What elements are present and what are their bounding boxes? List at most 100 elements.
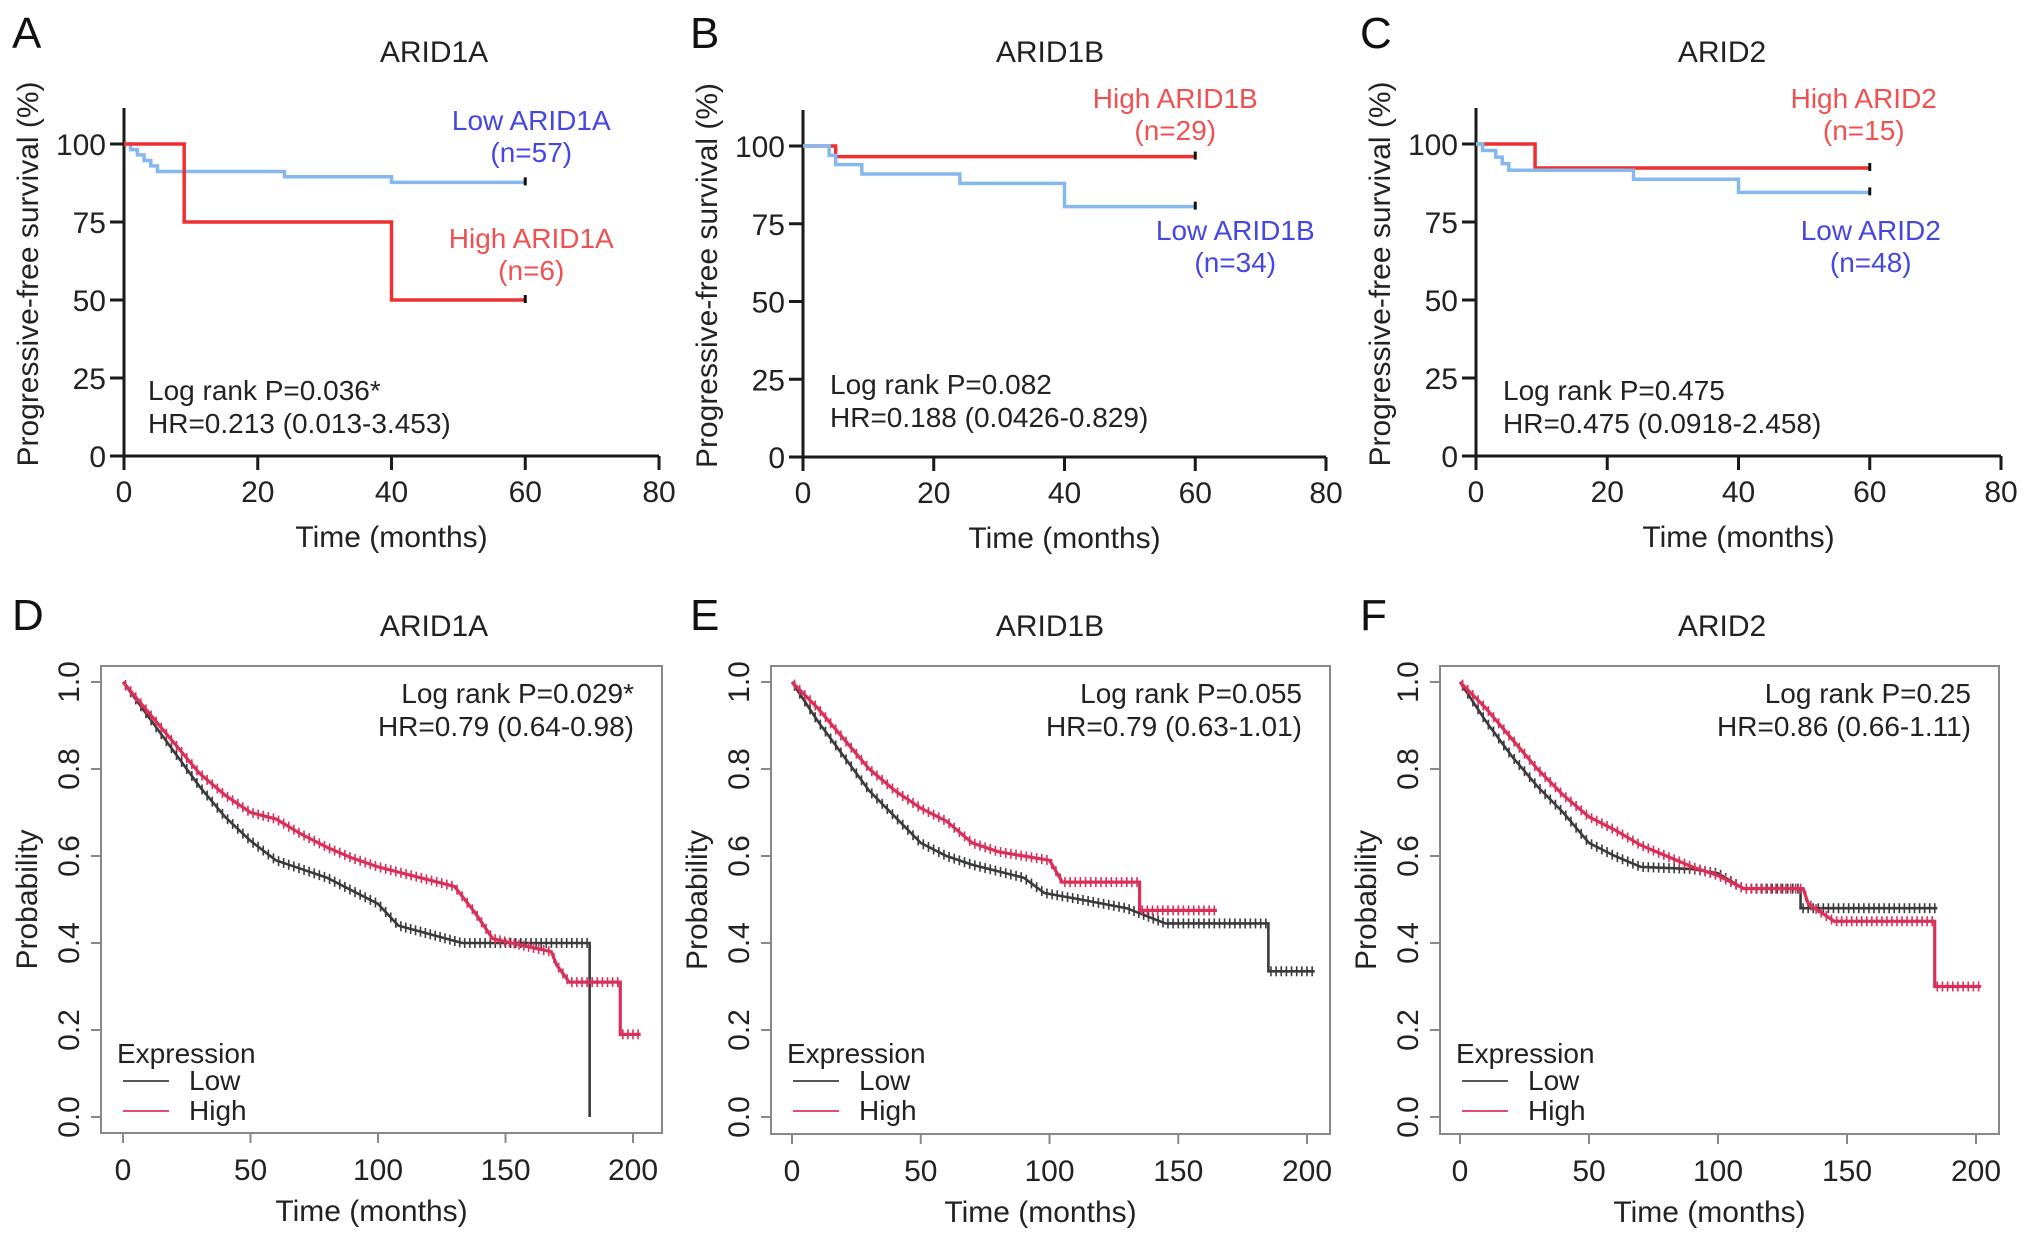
x-tick-label: 0 (784, 1155, 801, 1188)
plot-frame (100, 665, 663, 1134)
legend-title: Expression (787, 1038, 926, 1069)
legend-entry: High (1528, 1095, 1586, 1126)
series-label: Low ARID1B (1156, 215, 1315, 246)
series-label: Low ARID1A (452, 105, 611, 136)
log-rank-annotation: Log rank P=0.25 (1765, 678, 1971, 709)
chart-title: ARID1A (380, 610, 488, 643)
chart-title: ARID1A (380, 36, 488, 69)
hr-annotation: HR=0.86 (0.66-1.11) (1717, 711, 1971, 742)
log-rank-annotation: Log rank P=0.475 (1503, 375, 1725, 406)
legend-entry: Low (189, 1065, 241, 1096)
x-tick-label: 40 (1048, 477, 1081, 510)
x-axis-label: Time (months) (275, 1195, 467, 1228)
series-n-label: (n=15) (1823, 115, 1905, 146)
log-rank-annotation: Log rank P=0.055 (1080, 678, 1302, 709)
y-tick-label: 1.0 (723, 661, 756, 703)
km-curve-low-arid1b (803, 144, 1196, 209)
plot-frame (1439, 665, 2000, 1135)
series-n-label: (n=57) (490, 137, 572, 168)
panel-d: D ARID1A 0.0 0.2 0.4 0.6 0.8 1.0 0 50 100 150 200 Tim… (11, 591, 663, 1228)
legend-title: Expression (1456, 1038, 1595, 1069)
chart-title: ARID2 (1678, 36, 1766, 69)
x-axis-label: Time (months) (944, 1196, 1136, 1229)
km-curve-high-arid1b (803, 144, 1196, 159)
y-tick-label: 0.6 (53, 835, 86, 877)
y-tick-label: 25 (752, 364, 785, 397)
series-label: High ARID2 (1791, 83, 1937, 114)
panel-letter: F (1360, 591, 1387, 640)
y-tick-label: 100 (56, 129, 106, 162)
log-rank-annotation: Log rank P=0.036* (148, 375, 381, 406)
y-tick-label: 100 (1408, 129, 1458, 162)
x-axis-label: Time (months) (1613, 1196, 1805, 1229)
km-curve-low (121, 681, 591, 1117)
y-tick-label: 25 (73, 363, 106, 396)
x-tick-label: 80 (1984, 476, 2017, 509)
legend-entry: High (859, 1095, 917, 1126)
log-rank-annotation: Log rank P=0.029* (401, 678, 634, 709)
km-curve-low-arid1a (124, 142, 526, 185)
y-tick-label: 0.4 (1392, 922, 1425, 964)
y-tick-label: 25 (1425, 363, 1458, 396)
x-tick-label: 60 (1853, 476, 1886, 509)
y-axis-label: Progressive-free survival (%) (12, 81, 45, 466)
y-tick-label: 75 (1425, 207, 1458, 240)
x-tick-label: 100 (1693, 1155, 1743, 1188)
legend-title: Expression (117, 1038, 256, 1069)
km-curve-high (121, 680, 641, 1036)
x-tick-label: 150 (1822, 1155, 1872, 1188)
x-axis-label: Time (months) (1642, 521, 1834, 554)
km-curve-low-arid2 (1476, 142, 1870, 195)
x-tick-label: 150 (1153, 1155, 1203, 1188)
y-tick-label: 0.8 (53, 748, 86, 790)
y-tick-label: 0.0 (1392, 1096, 1425, 1138)
x-tick-label: 80 (1309, 477, 1342, 510)
y-tick-label: 0.2 (723, 1009, 756, 1051)
km-curve-high (790, 680, 1217, 912)
x-tick-label: 100 (353, 1154, 403, 1187)
y-axis-label: Progressive-free survival (%) (1364, 81, 1397, 466)
panel-letter: D (12, 591, 44, 640)
panel-a: A ARID1A 0 25 50 75 100 0 20 40 60 80 Time (months) P… (12, 9, 676, 554)
panel-letter: B (690, 9, 719, 58)
y-tick-label: 75 (752, 209, 785, 242)
y-axis-label: Progressive-free survival (%) (691, 83, 724, 468)
x-tick-label: 0 (1452, 1155, 1469, 1188)
x-tick-label: 50 (1572, 1155, 1605, 1188)
series-n-label: (n=29) (1134, 115, 1216, 146)
km-curve-high-arid1a (124, 142, 526, 302)
log-rank-annotation: Log rank P=0.082 (830, 369, 1052, 400)
chart-title: ARID2 (1678, 610, 1766, 643)
x-tick-label: 100 (1024, 1155, 1074, 1188)
chart-title: ARID1B (996, 610, 1104, 643)
x-tick-label: 0 (116, 476, 133, 509)
x-axis-label: Time (months) (968, 522, 1160, 555)
y-axis-label: Probability (681, 830, 714, 970)
y-tick-label: 0.4 (53, 922, 86, 964)
x-tick-label: 50 (904, 1155, 937, 1188)
km-curve-high-arid2 (1476, 142, 1870, 170)
y-tick-label: 0 (89, 441, 106, 474)
y-tick-label: 0.8 (1392, 748, 1425, 790)
legend-entry: Low (859, 1065, 911, 1096)
panel-e: E ARID1B 0.0 0.2 0.4 0.6 0.8 1.0 0 50 100 150 200 Tim… (681, 591, 1332, 1229)
y-tick-label: 100 (735, 131, 785, 164)
panel-letter: A (12, 9, 42, 58)
x-tick-label: 80 (642, 476, 675, 509)
hr-annotation: HR=0.475 (0.0918-2.458) (1503, 408, 1821, 439)
y-tick-label: 0 (1441, 441, 1458, 474)
x-tick-label: 0 (115, 1154, 132, 1187)
panel-b: B ARID1B 0 25 50 75 100 0 20 40 60 80 Time (months) P… (690, 9, 1343, 555)
hr-annotation: HR=0.213 (0.013-3.453) (148, 408, 451, 439)
y-tick-label: 75 (73, 207, 106, 240)
x-tick-label: 50 (234, 1154, 267, 1187)
y-tick-label: 0.2 (53, 1009, 86, 1051)
y-axis-label: Probability (1350, 830, 1383, 970)
legend-entry: High (189, 1095, 247, 1126)
y-tick-label: 50 (752, 287, 785, 320)
series-n-label: (n=34) (1194, 247, 1276, 278)
x-tick-label: 60 (1179, 477, 1212, 510)
y-tick-label: 0.4 (723, 922, 756, 964)
x-tick-label: 200 (608, 1154, 658, 1187)
